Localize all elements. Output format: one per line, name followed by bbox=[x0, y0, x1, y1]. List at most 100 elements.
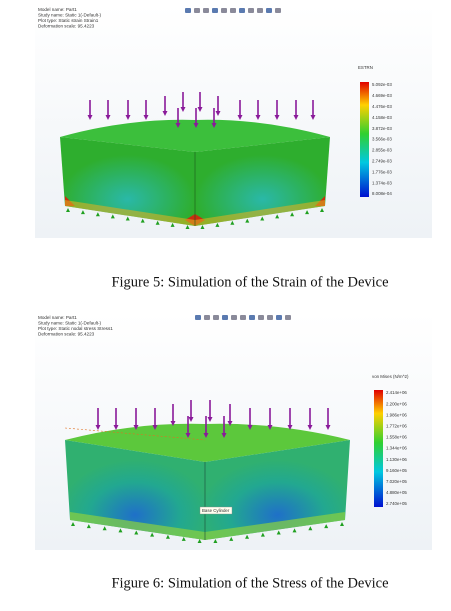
load-arrow-head bbox=[162, 111, 168, 116]
plot-info: Model name: Part1 bbox=[38, 315, 77, 320]
tooltip-box bbox=[199, 506, 233, 515]
plot-info: Plot type: Static strain Strain1 bbox=[38, 18, 99, 23]
load-arrow-head bbox=[188, 417, 194, 422]
fixture bbox=[134, 530, 139, 535]
toolbar-icon bbox=[276, 315, 282, 320]
load-arrow-head bbox=[143, 115, 149, 120]
toolbar-icon bbox=[239, 8, 245, 13]
fixture bbox=[125, 216, 130, 221]
plot-info: Study name: Static 1(-Default-) bbox=[38, 13, 102, 18]
fixture bbox=[110, 214, 115, 219]
legend-label: 5.092e-03 bbox=[372, 82, 392, 87]
legend-label: 2.749e-03 bbox=[372, 158, 392, 163]
toolbar-icon bbox=[213, 315, 219, 320]
load-arrow-head bbox=[237, 115, 243, 120]
legend-label: 3.872e-03 bbox=[372, 126, 392, 131]
legend-label: 2.855e-03 bbox=[372, 148, 392, 153]
fixture bbox=[305, 210, 310, 215]
toolbar-icon bbox=[249, 315, 255, 320]
toolbar-icon bbox=[195, 315, 201, 320]
legend-label: 1.986e+06 bbox=[386, 412, 407, 417]
fixture bbox=[260, 532, 265, 537]
fixture bbox=[229, 536, 234, 541]
legend-label: 1.558e+06 bbox=[386, 435, 407, 440]
load-arrow-head bbox=[247, 425, 253, 430]
toolbar-icon bbox=[258, 315, 264, 320]
plot-info: Deformation scale: 95.4223 bbox=[38, 332, 95, 337]
toolbar-icon bbox=[194, 8, 200, 13]
load-arrow-head bbox=[215, 111, 221, 116]
fixture bbox=[102, 526, 107, 531]
load-arrow-head bbox=[193, 123, 199, 128]
model-stress bbox=[64, 423, 350, 540]
legend-label: 4.476e-03 bbox=[372, 104, 392, 109]
toolbar-icon bbox=[222, 315, 228, 320]
legend-label: 8.008e-04 bbox=[372, 191, 392, 196]
fixture bbox=[170, 222, 175, 227]
load-arrow-head bbox=[113, 425, 119, 430]
fixture bbox=[320, 208, 324, 212]
plot-info: Model name: Part1 bbox=[38, 7, 77, 12]
load-arrow-head bbox=[170, 421, 176, 426]
toolbar-icon bbox=[203, 8, 209, 13]
toolbar-icon bbox=[230, 8, 236, 13]
fixture bbox=[95, 212, 100, 217]
legend-label: 2.414e+06 bbox=[386, 390, 407, 395]
colorbar bbox=[374, 390, 383, 507]
legend-label: 4.880e+05 bbox=[386, 490, 407, 495]
load-arrow-head bbox=[185, 433, 191, 438]
fixture bbox=[230, 220, 235, 225]
load-arrow-head bbox=[133, 425, 139, 430]
fixture bbox=[150, 532, 155, 537]
plot-info: Plot type: Static nodal stress Stress1 bbox=[38, 326, 113, 331]
load-arrow-head bbox=[87, 115, 93, 120]
fixture bbox=[80, 210, 85, 215]
load-arrow-head bbox=[105, 115, 111, 120]
colorbar bbox=[360, 82, 369, 197]
fixture bbox=[71, 522, 75, 526]
fixture bbox=[260, 216, 265, 221]
fixture bbox=[213, 538, 218, 543]
plot-info: Deformation scale: 95.4223 bbox=[38, 24, 95, 29]
legend-label: 4.669e-03 bbox=[372, 93, 392, 98]
toolbar-icon bbox=[221, 8, 227, 13]
toolbar-icon bbox=[285, 315, 291, 320]
load-arrow-head bbox=[325, 425, 331, 430]
load-arrow-head bbox=[125, 115, 131, 120]
legend-label: 9.160e+05 bbox=[386, 468, 407, 473]
legend-title: ESTRN bbox=[358, 65, 373, 70]
fixture bbox=[308, 526, 313, 531]
load-arrow-head bbox=[293, 115, 299, 120]
load-arrow-head bbox=[227, 421, 233, 426]
load-arrow-head bbox=[307, 425, 313, 430]
legend-label: 1.130e+06 bbox=[386, 457, 407, 462]
load-arrow-head bbox=[203, 433, 209, 438]
tooltip: Base Cylinder bbox=[202, 508, 230, 513]
toolbar-icon bbox=[248, 8, 254, 13]
load-arrow-head bbox=[267, 425, 273, 430]
toolbar-icon bbox=[240, 315, 246, 320]
toolbar-icon bbox=[231, 315, 237, 320]
fixture bbox=[275, 214, 280, 219]
figure-caption: Figure 6: Simulation of the Stress of th… bbox=[111, 575, 388, 591]
toolbar-icon bbox=[185, 8, 191, 13]
load-arrow-head bbox=[221, 433, 227, 438]
fixture bbox=[276, 530, 281, 535]
load-arrow-head bbox=[152, 425, 158, 430]
legend-label: 2.740e+05 bbox=[386, 501, 407, 506]
figure-caption: Figure 5: Simulation of the Strain of th… bbox=[111, 274, 388, 290]
fixture bbox=[290, 212, 295, 217]
fixture bbox=[185, 224, 190, 229]
plot-info: Study name: Static 1(-Default-) bbox=[38, 321, 102, 326]
toolbar-icon bbox=[212, 8, 218, 13]
toolbar-icon bbox=[204, 315, 210, 320]
load-arrow-head bbox=[95, 425, 101, 430]
fixture bbox=[324, 524, 329, 529]
load-arrow-head bbox=[274, 115, 280, 120]
fixture bbox=[118, 528, 123, 533]
load-arrow-head bbox=[255, 115, 261, 120]
legend-label: 1.776e-03 bbox=[372, 169, 392, 174]
toolbar-icon bbox=[267, 315, 273, 320]
